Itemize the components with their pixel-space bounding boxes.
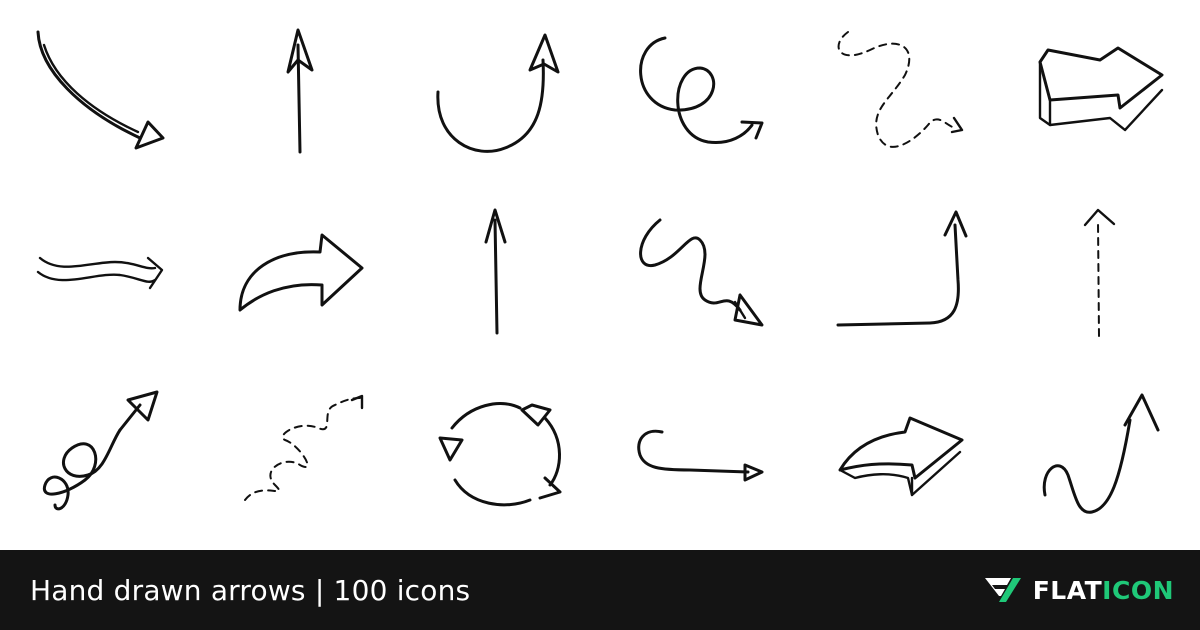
corner-arrow-up-icon [836, 210, 968, 327]
pack-title: Hand drawn arrows | 100 icons [30, 573, 471, 607]
double-wave-arrow-right-icon [36, 256, 164, 290]
hook-arrow-right-icon [637, 429, 764, 482]
dashed-wavy-arrow-icon [837, 31, 964, 148]
flaticon-logo[interactable]: FLATICON [983, 550, 1174, 630]
circular-refresh-arrows-icon [438, 402, 562, 507]
zigzag-arrow-down-right-icon [639, 218, 764, 327]
arrow-up-icon [286, 28, 314, 154]
footer-bar: Hand drawn arrows | 100 icons FLATICON [0, 550, 1200, 630]
curved-arrow-down-right-icon [36, 30, 165, 150]
3d-curved-arrow-right-icon [838, 416, 964, 497]
arrow-up-thin-icon [484, 208, 507, 335]
icon-grid [36, 28, 1164, 514]
dashed-spiral-arrow-icon [244, 394, 364, 501]
u-turn-arrow-up-icon [436, 33, 560, 153]
flaticon-wordmark: FLATICON [1033, 576, 1174, 605]
spiral-arrow-up-right-icon [42, 390, 159, 511]
brand-flat: FLAT [1032, 575, 1103, 605]
brand-icon-text: ICON [1102, 575, 1174, 605]
wave-arrow-up-icon [1042, 393, 1160, 514]
dashed-arrow-up-icon [1083, 208, 1116, 337]
curved-outline-arrow-right-icon [238, 233, 364, 312]
flaticon-mark-icon [984, 578, 1021, 602]
loop-arrow-right-icon [639, 36, 764, 145]
3d-arrow-right-icon [1038, 46, 1164, 132]
